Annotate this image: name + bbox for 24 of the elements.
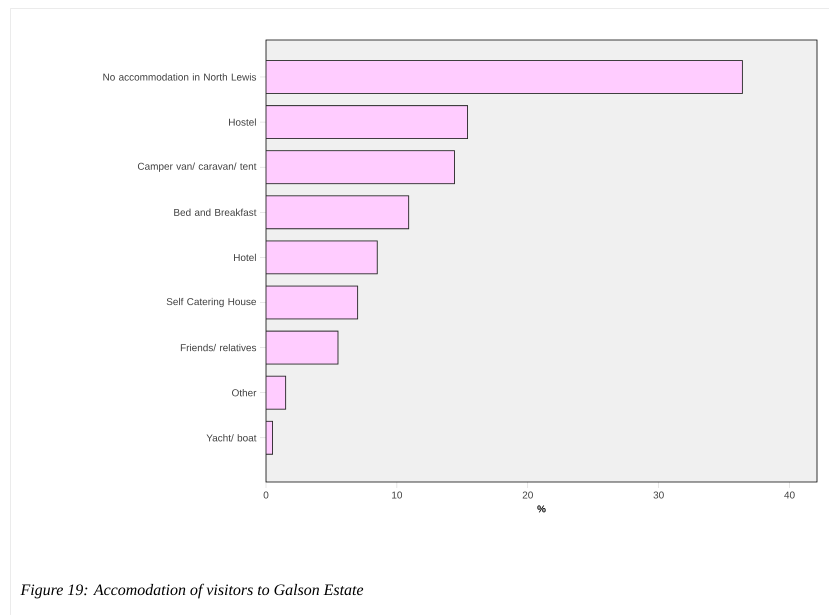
y-tick-label: Yacht/ boat [206,434,256,442]
x-tick-label: 20 [522,492,533,499]
y-tick-label: Friends/ relatives [180,344,256,352]
x-axis-title: % [537,505,546,512]
y-tick-label: Bed and Breakfast [174,208,256,216]
bar [266,60,743,94]
y-tick-label: No accommodation in North Lewis [103,73,256,81]
x-tick-label: 10 [392,492,402,499]
bar [266,330,338,364]
bar [266,376,286,410]
bar [266,286,358,320]
x-tick-label: 40 [784,492,795,499]
caption: Figure 19: Accomodation of visitors to Galson Estate [20,584,364,598]
bar [266,195,410,230]
y-tick-label: Other [232,389,256,396]
bar [266,240,378,274]
y-tick-label: Hotel [234,254,256,262]
bar [266,105,468,139]
bar [266,150,455,184]
y-tick-label: Hostel [229,118,256,126]
x-tick-label: 0 [264,492,268,499]
x-tick-label: 30 [653,492,664,499]
y-tick-label: Camper van/ caravan/ tent [138,162,256,172]
y-tick-label: Self Catering House [166,298,256,308]
